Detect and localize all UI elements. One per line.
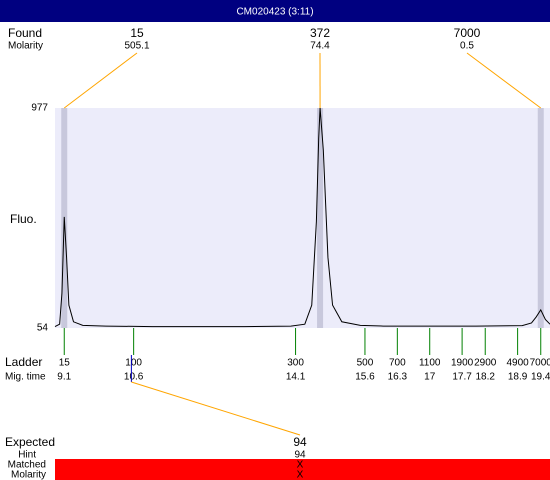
ladder-size: 500: [357, 358, 374, 369]
y-axis-label: Fluo.: [10, 212, 37, 226]
ladder-time: 10.6: [124, 372, 144, 383]
header-title: CM020423 (3:11): [236, 7, 313, 18]
molarity-value: X: [297, 470, 304, 480]
peak-band: [317, 108, 324, 328]
ladder-size: 4900: [506, 358, 529, 369]
hint-label: Hint: [18, 450, 36, 461]
expected-value: 94: [293, 435, 307, 449]
found-size: 15: [130, 26, 144, 40]
ladder-size: 1900: [451, 358, 474, 369]
found-molarity: 0.5: [460, 41, 474, 52]
ladder-size: 7000: [530, 358, 550, 369]
plot-area: [55, 108, 550, 328]
found-molarity: 505.1: [124, 41, 149, 52]
ladder-time: 18.2: [475, 372, 495, 383]
matched-value: X: [297, 460, 304, 471]
ladder-size: 15: [59, 358, 71, 369]
ladder-time: 17: [424, 372, 436, 383]
ladder-time: 9.1: [57, 372, 71, 383]
ladder-size: 700: [389, 358, 406, 369]
ladder-time: 15.6: [355, 372, 375, 383]
hint-value: 94: [294, 450, 306, 461]
ladder-time: 14.1: [286, 372, 306, 383]
ladder-label: Ladder: [5, 355, 42, 369]
expected-label: Expected: [5, 435, 55, 449]
ladder-size: 100: [125, 358, 142, 369]
peak-band: [537, 108, 544, 328]
peak-connector: [466, 52, 542, 109]
ladder-size: 2900: [474, 358, 497, 369]
ladder-time: 18.9: [508, 372, 528, 383]
found-label: Found: [8, 26, 42, 40]
mig-time-label: Mig. time: [5, 372, 46, 383]
ladder-time: 16.3: [388, 372, 408, 383]
y-tick-label: 977: [31, 103, 48, 114]
found-molarity: 74.4: [310, 41, 330, 52]
header-bar: [0, 0, 550, 22]
molarity-label: Molarity: [8, 41, 43, 52]
found-size: 372: [310, 26, 330, 40]
expected-connector: [131, 381, 301, 436]
matched-bar: [55, 459, 550, 480]
ladder-size: 1100: [419, 358, 441, 369]
y-tick-label: 54: [37, 323, 49, 334]
molarity-label-bottom: Molarity: [11, 470, 46, 480]
ladder-size: 300: [287, 358, 304, 369]
ladder-time: 17.7: [452, 372, 472, 383]
matched-label: Matched: [8, 460, 46, 471]
peak-connector: [63, 52, 138, 109]
trace: [54, 107, 550, 328]
ladder-time: 19.4: [531, 372, 550, 383]
found-size: 7000: [454, 26, 481, 40]
